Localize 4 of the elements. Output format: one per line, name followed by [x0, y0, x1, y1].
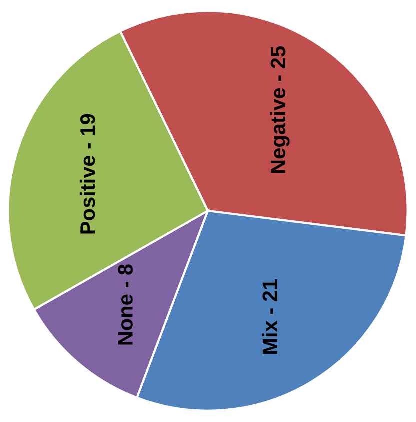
slice-label: Mix - 21 [262, 280, 278, 354]
slice-label: None - 8 [118, 264, 133, 345]
slice-label: Negative - 25 [270, 46, 290, 174]
slice-label: Positive - 19 [80, 114, 96, 234]
